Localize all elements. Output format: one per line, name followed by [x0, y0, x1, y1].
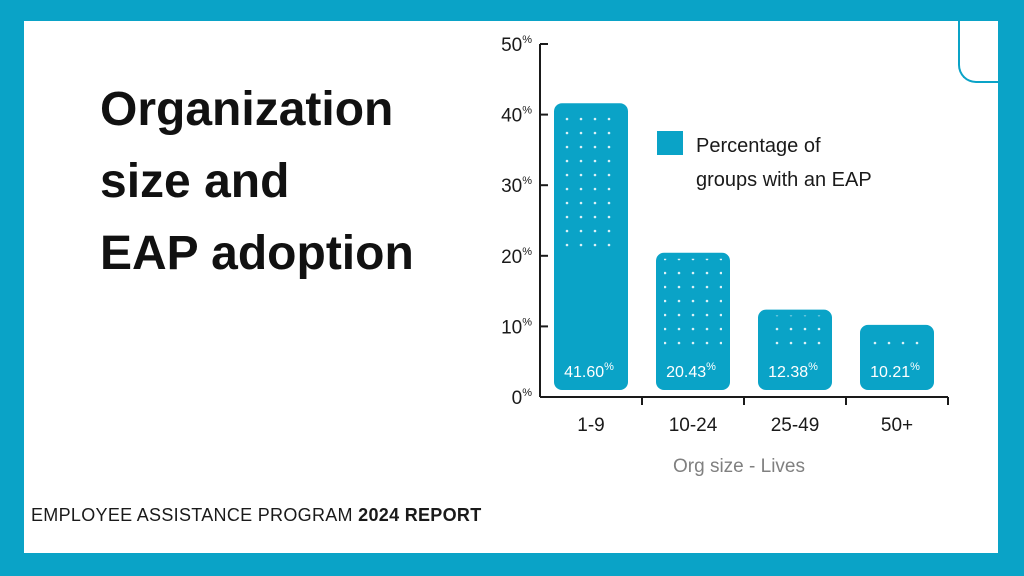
x-category-label: 10-24 [669, 415, 718, 436]
x-category-label: 25-49 [771, 415, 820, 436]
bar-value-label: 20.43% [666, 361, 716, 381]
legend-swatch [657, 131, 683, 155]
x-category-label: 50+ [881, 415, 913, 436]
corner-decoration [958, 11, 1024, 83]
bar-texture [664, 258, 722, 345]
y-tick-label: 10% [501, 316, 532, 338]
legend-label-line: groups with an EAP [696, 169, 872, 191]
footer-year: 2024 REPORT [358, 505, 482, 525]
slide-title: Organization size and EAP adoption [100, 74, 460, 290]
footer-report-title: EMPLOYEE ASSISTANCE PROGRAM 2024 REPORT [31, 505, 482, 526]
y-tick-label: 0% [512, 387, 533, 409]
bar-value-label: 41.60% [564, 361, 614, 381]
x-category-label: 1-9 [577, 415, 604, 436]
y-tick-label: 40% [501, 105, 532, 127]
bar-texture [766, 315, 824, 345]
y-tick-label: 20% [501, 246, 532, 268]
footer-prefix: EMPLOYEE ASSISTANCE PROGRAM [31, 505, 353, 525]
bar-value-label: 12.38% [768, 361, 818, 381]
title-line-2: size and [100, 155, 290, 208]
bar-texture [562, 109, 620, 254]
slide-canvas [24, 11, 1024, 553]
title-line-3: EAP adoption [100, 227, 414, 280]
y-tick-label: 30% [501, 175, 532, 197]
legend-label-line: Percentage of [696, 135, 821, 157]
title-line-1: Organization [100, 83, 394, 136]
bar-texture [868, 330, 926, 345]
x-axis-title: Org size - Lives [673, 456, 805, 477]
y-tick-label: 50% [501, 34, 532, 56]
bar-value-label: 10.21% [870, 361, 920, 381]
